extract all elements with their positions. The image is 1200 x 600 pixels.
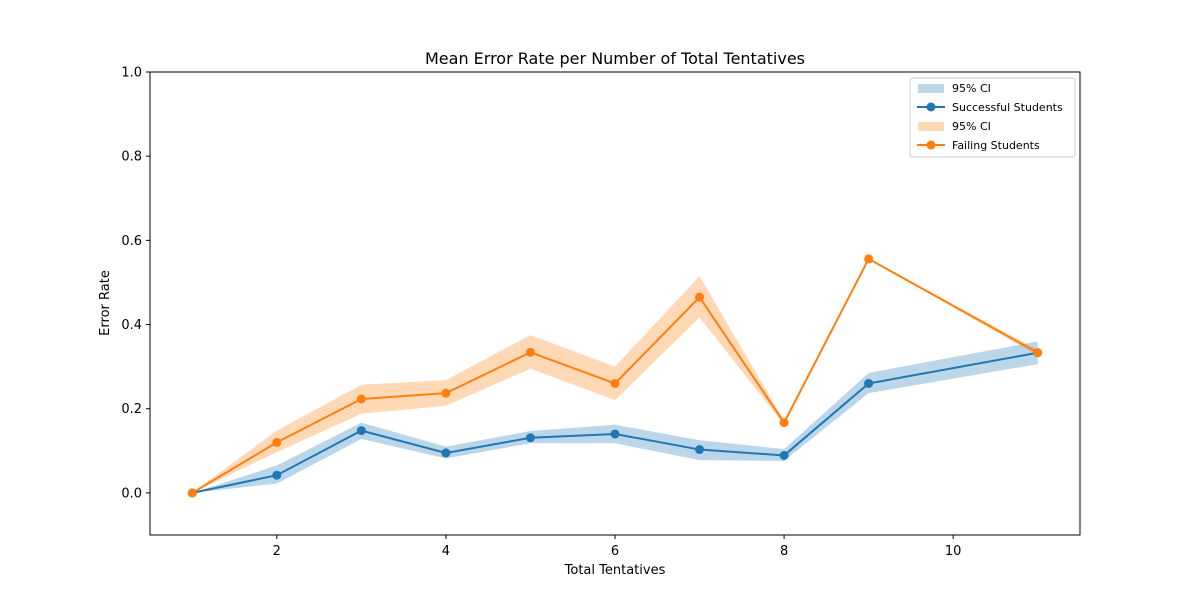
failing-students-point: [356, 394, 366, 404]
failing-students-point: [1033, 348, 1043, 358]
successful-students-point: [441, 448, 451, 458]
legend-ci-swatch: [918, 84, 944, 93]
failing-students-point: [187, 488, 197, 498]
y-axis-label: Error Rate: [98, 270, 113, 336]
legend-label: 95% CI: [952, 120, 991, 133]
failing-students-line: [191, 257, 1039, 494]
x-axis: 2 4 6 8 10: [273, 535, 962, 559]
y-tick-label: 0.0: [121, 486, 142, 501]
successful-students-point: [356, 426, 366, 436]
failing-students-point: [864, 254, 874, 264]
successful-students-point: [525, 433, 535, 443]
x-tick-label: 4: [442, 544, 450, 559]
successful-students-point: [864, 378, 874, 388]
failing-students-point: [610, 378, 620, 388]
y-tick-label: 0.4: [121, 318, 142, 333]
series-lines: [191, 257, 1039, 494]
x-tick-label: 6: [611, 544, 619, 559]
legend: 95% CI Successful Students 95% CI Failing S…: [909, 77, 1076, 158]
legend-ci-swatch: [918, 122, 944, 131]
x-tick-label: 8: [780, 544, 788, 559]
y-tick-label: 1.0: [121, 66, 142, 81]
legend-marker: [926, 140, 936, 150]
legend-label: Successful Students: [952, 101, 1063, 114]
failing-students-point: [695, 292, 705, 302]
failing-students-ci-band: [192, 258, 1038, 493]
legend-marker: [926, 102, 936, 112]
chart-title: Mean Error Rate per Number of Total Tent…: [425, 49, 805, 68]
successful-students-point: [610, 429, 620, 439]
series-points: [187, 254, 1043, 498]
successful-students-line: [192, 351, 1038, 494]
failing-students-point: [779, 418, 789, 428]
successful-students-point: [779, 450, 789, 460]
failing-students-point: [272, 437, 282, 447]
y-tick-label: 0.6: [121, 234, 142, 249]
successful-students-point: [695, 445, 705, 455]
legend-label: Failing Students: [952, 139, 1040, 152]
successful-students-point: [272, 470, 282, 480]
failing-students-point: [525, 347, 535, 357]
x-axis-label: Total Tentatives: [564, 563, 666, 578]
y-axis: 0.0 0.2 0.4 0.6 0.8 1.0: [121, 66, 150, 501]
x-tick-label: 2: [273, 544, 281, 559]
y-tick-label: 0.2: [121, 402, 142, 417]
y-tick-label: 0.8: [121, 150, 142, 165]
legend-label: 95% CI: [952, 82, 991, 95]
x-tick-label: 10: [945, 544, 962, 559]
failing-students-point: [441, 388, 451, 398]
legend-box: [909, 77, 1076, 158]
